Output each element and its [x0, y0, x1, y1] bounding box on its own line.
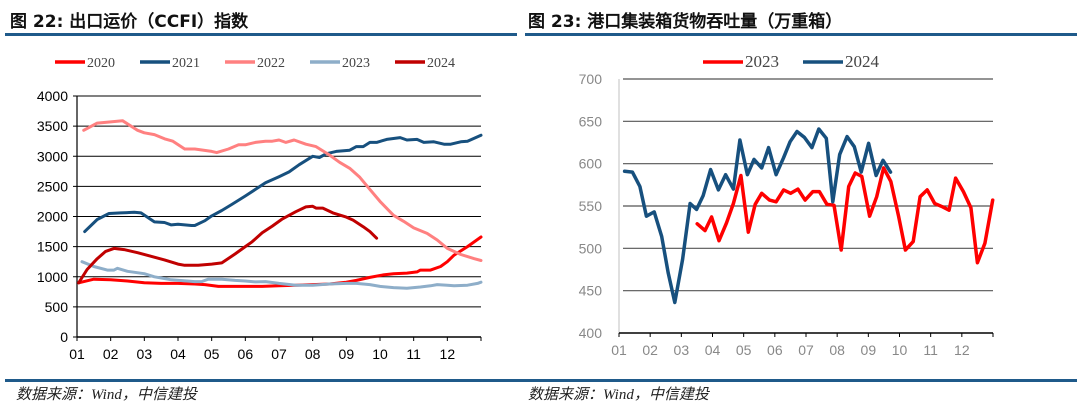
y-tick-label: 2500 [37, 178, 68, 194]
series-line-2023 [695, 166, 995, 265]
legend-label-2022: 2022 [257, 56, 285, 71]
x-tick-label: 05 [204, 346, 220, 362]
series-line-2020 [77, 235, 483, 288]
x-tick-label: 03 [674, 342, 690, 358]
x-tick-label: 10 [372, 346, 388, 362]
y-tick-label: 2000 [37, 209, 68, 225]
legend-label-2023: 2023 [745, 52, 779, 71]
x-tick-label: 02 [642, 342, 658, 358]
x-tick-label: 12 [954, 342, 970, 358]
x-tick-label: 11 [406, 346, 421, 362]
x-tick-label: 07 [271, 346, 287, 362]
x-tick-label: 03 [137, 346, 153, 362]
y-tick-label: 400 [579, 325, 603, 341]
series-line-2024 [77, 204, 379, 285]
x-tick-label: 06 [238, 346, 254, 362]
chart-2: 400 450 500 550 600 650 700 01 02 03 04 05 06 07 08 09 1… [579, 52, 995, 358]
y-tick-label: 600 [579, 156, 603, 172]
y-tick-label: 1500 [37, 239, 68, 255]
y-tick-label: 450 [579, 283, 603, 299]
legend-label-2020: 2020 [87, 56, 115, 71]
left-chart-title: 图 22: 出口运价（CCFI）指数 [10, 12, 249, 32]
legend-label-2021: 2021 [172, 56, 200, 71]
x-tick-label: 10 [892, 342, 908, 358]
y-tick-label: 700 [579, 71, 603, 87]
x-tick-label: 04 [705, 342, 721, 358]
title-rule-right [525, 33, 1077, 36]
right-source: 数据来源：Wind，中信建投 [528, 387, 709, 403]
series-line-2021 [83, 133, 483, 234]
legend-label-2024: 2024 [845, 52, 880, 71]
series-line-2023 [80, 260, 483, 290]
x-tick-label: 08 [305, 346, 321, 362]
x-tick-label: 07 [798, 342, 814, 358]
x-tick-label: 02 [103, 346, 119, 362]
y-tick-label: 650 [579, 113, 603, 129]
x-tick-label: 08 [829, 342, 845, 358]
x-tick-label: 11 [923, 342, 938, 358]
left-source: 数据来源：Wind，中信建投 [16, 387, 197, 403]
legend-label-2024: 2024 [427, 56, 455, 71]
y-tick-label: 500 [579, 240, 603, 256]
footer-rule [5, 379, 1077, 382]
x-tick-label: 05 [736, 342, 752, 358]
x-tick-label: 04 [170, 346, 186, 362]
x-tick-label: 12 [440, 346, 456, 362]
y-tick-label: 500 [45, 299, 69, 315]
series-line-2022 [82, 119, 483, 262]
right-chart-title: 图 23: 港口集装箱货物吞吐量（万重箱） [528, 12, 843, 32]
title-rule-left [5, 33, 517, 36]
x-tick-label: 09 [339, 346, 355, 362]
y-tick-label: 1000 [37, 269, 68, 285]
x-tick-label: 01 [69, 346, 85, 362]
y-tick-label: 0 [60, 329, 68, 345]
y-tick-label: 3500 [37, 118, 68, 134]
y-tick-label: 3000 [37, 148, 68, 164]
chart-1: 0 500 1000 1500 2000 2500 3000 3500 4000 01 02 03 04… [37, 56, 483, 362]
y-tick-label: 4000 [37, 88, 68, 104]
x-tick-label: 09 [861, 342, 877, 358]
x-tick-label: 06 [767, 342, 783, 358]
y-tick-label: 550 [579, 198, 603, 214]
legend-label-2023: 2023 [342, 56, 370, 71]
x-tick-label: 01 [611, 342, 627, 358]
series-line-2024 [622, 127, 893, 305]
